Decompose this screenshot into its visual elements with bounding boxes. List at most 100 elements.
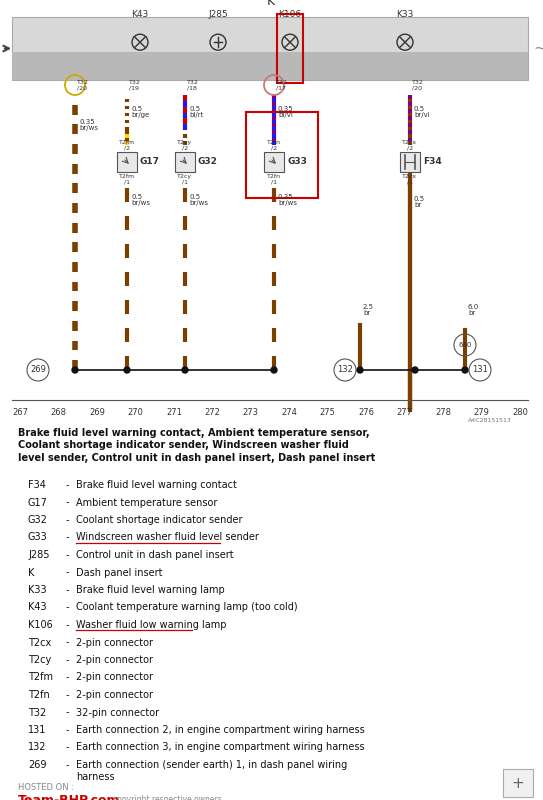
Bar bbox=[400, 152, 420, 172]
Text: 270: 270 bbox=[128, 408, 143, 417]
Text: T2cx
/2: T2cx /2 bbox=[402, 139, 418, 150]
Text: T2fm
/2: T2fm /2 bbox=[119, 139, 135, 150]
Text: Dash panel insert: Dash panel insert bbox=[76, 567, 162, 578]
Circle shape bbox=[412, 367, 418, 373]
Text: T2fn
/1: T2fn /1 bbox=[267, 174, 281, 184]
Text: -: - bbox=[66, 655, 70, 665]
Text: ~: ~ bbox=[533, 41, 543, 56]
Text: 32-pin connector: 32-pin connector bbox=[76, 707, 159, 718]
Text: T2cy
/2: T2cy /2 bbox=[178, 139, 193, 150]
Text: 131: 131 bbox=[472, 366, 488, 374]
Text: Ambient temperature sensor: Ambient temperature sensor bbox=[76, 498, 217, 507]
Text: -: - bbox=[66, 533, 70, 542]
Text: Washer fluid low warning lamp: Washer fluid low warning lamp bbox=[76, 620, 226, 630]
Text: -: - bbox=[66, 690, 70, 700]
Text: G32: G32 bbox=[198, 158, 218, 166]
Text: 0.35
br/ws: 0.35 br/ws bbox=[79, 118, 98, 131]
Text: F34: F34 bbox=[423, 158, 442, 166]
Text: 279: 279 bbox=[473, 408, 489, 417]
Text: K: K bbox=[28, 567, 34, 578]
Text: 274: 274 bbox=[281, 408, 297, 417]
Text: 2-pin connector: 2-pin connector bbox=[76, 673, 153, 682]
Text: 278: 278 bbox=[435, 408, 451, 417]
Text: T2cx
/1: T2cx /1 bbox=[402, 174, 418, 184]
Text: K33: K33 bbox=[396, 10, 414, 19]
Text: 0.5
br/ws: 0.5 br/ws bbox=[189, 194, 208, 206]
Text: J285: J285 bbox=[28, 550, 49, 560]
Text: 268: 268 bbox=[50, 408, 66, 417]
Text: Earth connection (sender earth) 1, in dash panel wiring
harness: Earth connection (sender earth) 1, in da… bbox=[76, 760, 348, 782]
Bar bbox=[117, 152, 137, 172]
Text: 271: 271 bbox=[166, 408, 182, 417]
Text: G17: G17 bbox=[28, 498, 48, 507]
Bar bbox=[12, 52, 528, 80]
Text: 131: 131 bbox=[28, 725, 46, 735]
Text: -: - bbox=[66, 515, 70, 525]
Text: K106: K106 bbox=[28, 620, 53, 630]
Text: 275: 275 bbox=[320, 408, 336, 417]
Text: T2cx: T2cx bbox=[28, 638, 51, 647]
Text: 132: 132 bbox=[337, 366, 353, 374]
Text: Windscreen washer fluid level sender: Windscreen washer fluid level sender bbox=[76, 533, 259, 542]
Text: K43: K43 bbox=[28, 602, 47, 613]
Text: 267: 267 bbox=[12, 408, 28, 417]
Text: Team-BHP.com: Team-BHP.com bbox=[18, 794, 121, 800]
Text: Brake fluid level warning contact, Ambient temperature sensor,
Coolant shortage : Brake fluid level warning contact, Ambie… bbox=[18, 428, 375, 462]
Text: 273: 273 bbox=[243, 408, 259, 417]
Text: Brake fluid level warning lamp: Brake fluid level warning lamp bbox=[76, 585, 225, 595]
Text: HOSTED ON :: HOSTED ON : bbox=[18, 782, 74, 791]
Text: Coolant shortage indicator sender: Coolant shortage indicator sender bbox=[76, 515, 243, 525]
Text: 640: 640 bbox=[458, 342, 472, 348]
Text: Control unit in dash panel insert: Control unit in dash panel insert bbox=[76, 550, 233, 560]
Text: 2-pin connector: 2-pin connector bbox=[76, 690, 153, 700]
Text: -: - bbox=[66, 585, 70, 595]
Text: K43: K43 bbox=[131, 10, 149, 19]
Text: 2.5
br: 2.5 br bbox=[363, 304, 374, 316]
Text: 0.35
br/ws: 0.35 br/ws bbox=[278, 194, 297, 206]
Text: K33: K33 bbox=[28, 585, 47, 595]
Text: G32: G32 bbox=[28, 515, 48, 525]
Text: 280: 280 bbox=[512, 408, 528, 417]
Text: T32: T32 bbox=[28, 707, 46, 718]
Text: 0.35
bl/vi: 0.35 bl/vi bbox=[278, 106, 294, 118]
Text: -: - bbox=[66, 707, 70, 718]
Text: K106: K106 bbox=[279, 10, 301, 19]
Text: -: - bbox=[66, 550, 70, 560]
Text: 0.5
br/ws: 0.5 br/ws bbox=[131, 194, 150, 206]
Text: 269: 269 bbox=[89, 408, 105, 417]
Text: -: - bbox=[66, 620, 70, 630]
Text: T32
/18: T32 /18 bbox=[187, 80, 199, 90]
Text: 276: 276 bbox=[358, 408, 374, 417]
Text: T2fm
/1: T2fm /1 bbox=[119, 174, 135, 184]
Circle shape bbox=[271, 367, 277, 373]
Text: J285: J285 bbox=[208, 10, 228, 19]
Text: 0.5
br: 0.5 br bbox=[414, 196, 425, 208]
Text: Earth connection 2, in engine compartment wiring harness: Earth connection 2, in engine compartmen… bbox=[76, 725, 365, 735]
Text: -: - bbox=[66, 567, 70, 578]
Text: T2fn: T2fn bbox=[28, 690, 50, 700]
Text: -: - bbox=[66, 673, 70, 682]
Text: 277: 277 bbox=[396, 408, 413, 417]
Text: -: - bbox=[66, 638, 70, 647]
Bar bbox=[503, 769, 533, 797]
Text: Brake fluid level warning contact: Brake fluid level warning contact bbox=[76, 480, 237, 490]
Text: -: - bbox=[66, 742, 70, 753]
Text: -: - bbox=[66, 480, 70, 490]
Text: -: - bbox=[66, 602, 70, 613]
Text: -: - bbox=[66, 760, 70, 770]
Circle shape bbox=[72, 367, 78, 373]
Text: 272: 272 bbox=[204, 408, 220, 417]
Text: T32
/20: T32 /20 bbox=[412, 80, 424, 90]
Text: copyright respective owners: copyright respective owners bbox=[113, 794, 222, 800]
Text: -: - bbox=[66, 498, 70, 507]
Text: G33: G33 bbox=[28, 533, 48, 542]
Text: 0.5
br/ge: 0.5 br/ge bbox=[131, 106, 149, 118]
Text: 132: 132 bbox=[28, 742, 47, 753]
Text: T2fn
/2: T2fn /2 bbox=[267, 139, 281, 150]
Text: T2cy: T2cy bbox=[28, 655, 51, 665]
Text: F34: F34 bbox=[28, 480, 46, 490]
Bar bbox=[277, 14, 303, 83]
Text: 2-pin connector: 2-pin connector bbox=[76, 638, 153, 647]
Text: Earth connection 3, in engine compartment wiring harness: Earth connection 3, in engine compartmen… bbox=[76, 742, 365, 753]
Bar bbox=[12, 17, 528, 80]
